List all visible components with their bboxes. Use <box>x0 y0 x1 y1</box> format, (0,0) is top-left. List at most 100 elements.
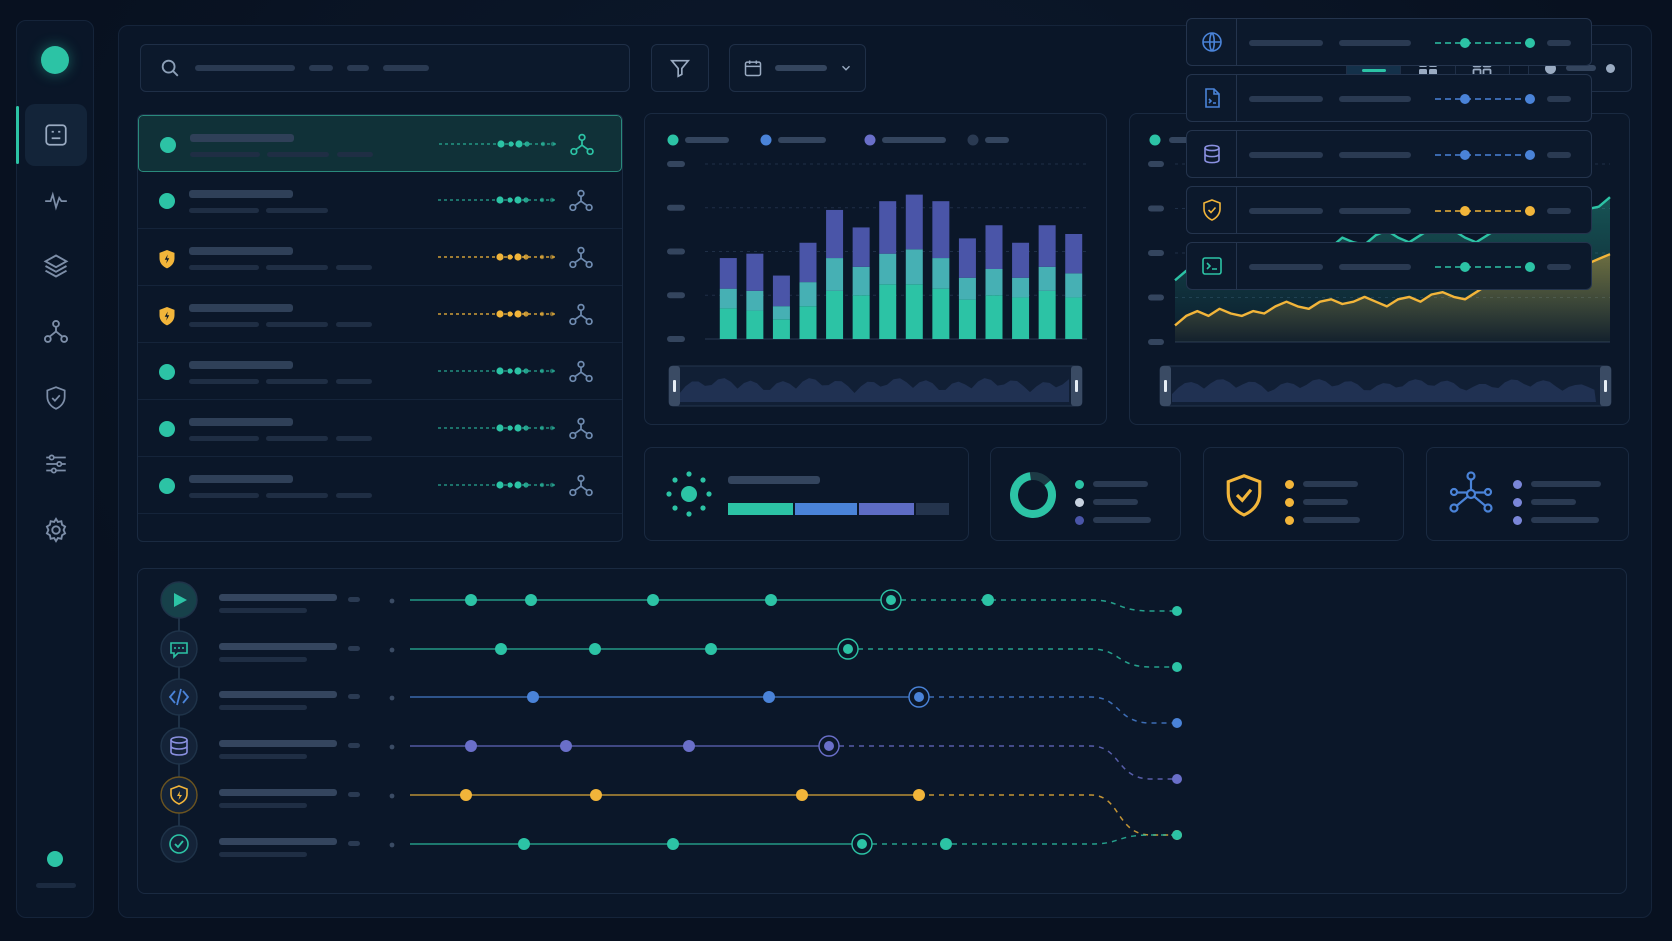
y-tick-label <box>1148 205 1164 212</box>
bar-segment <box>985 269 1003 296</box>
list-item[interactable] <box>138 172 622 229</box>
flow-target-globe[interactable] <box>1186 18 1592 66</box>
sidebar-item-security[interactable] <box>25 367 87 429</box>
donut-legend <box>1075 475 1151 529</box>
flow-node[interactable] <box>982 594 994 606</box>
bar-segment <box>1012 242 1030 278</box>
processing-card <box>644 447 969 541</box>
item-meta <box>266 208 328 213</box>
flow-node[interactable] <box>913 789 925 801</box>
flow-target-file[interactable] <box>1186 74 1592 122</box>
search-icon <box>161 59 179 77</box>
target-meta <box>1339 40 1411 46</box>
source-title <box>219 838 337 845</box>
activity-sparkline <box>438 310 556 318</box>
dashboard-icon <box>45 124 67 146</box>
play-icon[interactable] <box>160 581 198 619</box>
search-input[interactable] <box>443 60 629 76</box>
item-meta <box>266 322 328 327</box>
sidebar-item-dashboard[interactable] <box>16 104 87 166</box>
flow-node[interactable] <box>796 789 808 801</box>
bar-segment <box>772 319 790 339</box>
source-count <box>348 841 360 846</box>
range-selector[interactable] <box>1159 365 1612 407</box>
database-icon <box>1203 144 1220 164</box>
flow-node[interactable] <box>525 594 537 606</box>
legend-swatch <box>864 134 876 146</box>
item-title <box>190 134 294 142</box>
flow-node[interactable] <box>824 741 834 751</box>
flow-node[interactable] <box>667 838 679 850</box>
target-meta <box>1339 208 1411 214</box>
user-label-placeholder <box>36 883 76 888</box>
topology-icon <box>570 133 594 156</box>
code-icon[interactable] <box>160 678 198 716</box>
flow-node[interactable] <box>460 789 472 801</box>
flow-node[interactable] <box>465 594 477 606</box>
warning-shield-icon <box>159 307 175 326</box>
flow-node[interactable] <box>589 643 601 655</box>
flow-node[interactable] <box>765 594 777 606</box>
flow-node[interactable] <box>590 789 602 801</box>
flow-node[interactable] <box>527 691 539 703</box>
target-icon-cell <box>1187 131 1237 177</box>
activity-sparkline <box>438 253 556 261</box>
logo-icon[interactable] <box>41 46 69 74</box>
flow-node[interactable] <box>886 595 896 605</box>
list-item[interactable] <box>138 229 622 286</box>
bar-segment <box>1012 277 1030 298</box>
list-item[interactable] <box>138 286 622 343</box>
search-bar[interactable] <box>140 44 630 92</box>
shield-icon <box>1202 199 1221 221</box>
range-selector[interactable] <box>668 365 1083 407</box>
list-item[interactable] <box>138 115 622 172</box>
list-item[interactable] <box>138 400 622 457</box>
list-item[interactable] <box>138 457 622 514</box>
chat-icon[interactable] <box>160 630 198 668</box>
sidebar-item-layers[interactable] <box>25 235 87 297</box>
flow-node[interactable] <box>560 740 572 752</box>
flow-node[interactable] <box>518 838 530 850</box>
flow-node[interactable] <box>763 691 775 703</box>
item-title <box>189 247 293 255</box>
status-indicator <box>47 851 63 867</box>
target-title <box>1249 40 1323 46</box>
date-range-dropdown[interactable] <box>729 44 866 92</box>
sidebar-item-activity[interactable] <box>25 169 87 231</box>
flow-node[interactable] <box>914 692 924 702</box>
database-icon[interactable] <box>160 727 198 765</box>
topology-icon <box>569 189 593 212</box>
flow-node[interactable] <box>940 838 952 850</box>
item-title <box>189 361 293 369</box>
sun-icon <box>666 471 712 517</box>
flow-node[interactable] <box>647 594 659 606</box>
activity-sparkline <box>438 367 556 375</box>
flow-node[interactable] <box>857 839 867 849</box>
network-icon <box>43 319 69 343</box>
filter-button[interactable] <box>651 44 709 92</box>
flow-node[interactable] <box>705 643 717 655</box>
bar-segment <box>826 258 844 291</box>
check-icon[interactable] <box>160 825 198 863</box>
flow-node[interactable] <box>495 643 507 655</box>
sidebar-item-network[interactable] <box>25 301 87 363</box>
source-meta <box>219 852 307 857</box>
bar-segment <box>1065 234 1083 274</box>
shield-icon[interactable] <box>160 776 198 814</box>
flow-node[interactable] <box>465 740 477 752</box>
flow-target-database[interactable] <box>1186 130 1592 178</box>
sidebar-item-settings-sliders[interactable] <box>25 433 87 495</box>
target-meta <box>1339 264 1411 270</box>
flow-target-terminal[interactable] <box>1186 242 1592 290</box>
pipeline-graph <box>160 581 1182 863</box>
flow-node[interactable] <box>843 644 853 654</box>
bar-segment <box>879 253 897 285</box>
list-item[interactable] <box>138 343 622 400</box>
topology-icon <box>569 303 593 326</box>
flow-target-shield[interactable] <box>1186 186 1592 234</box>
flow-node[interactable] <box>683 740 695 752</box>
sidebar-item-gear[interactable] <box>25 499 87 561</box>
source-title <box>219 594 337 601</box>
progress-segment-indigo <box>859 503 915 515</box>
